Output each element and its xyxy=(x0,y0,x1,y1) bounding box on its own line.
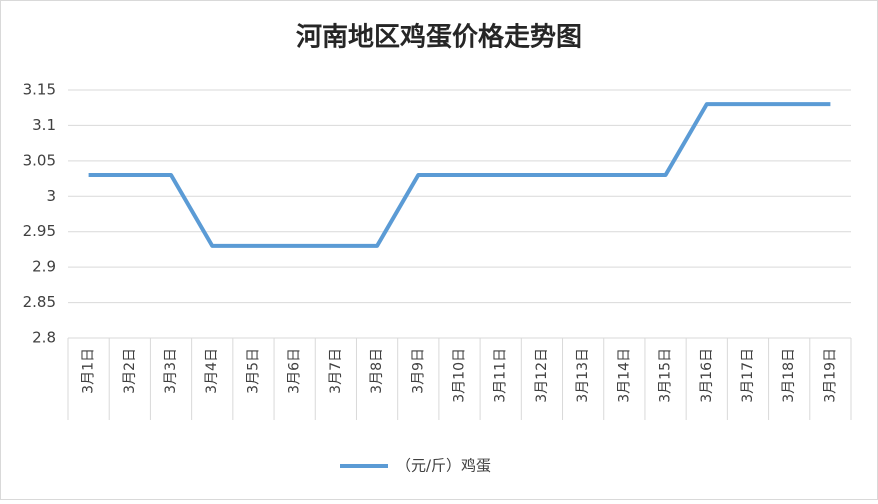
legend-label: （元/斤）鸡蛋 xyxy=(396,457,491,475)
x-tick-label: 3月9日 xyxy=(410,348,426,394)
y-tick-label: 2.9 xyxy=(32,258,56,276)
x-tick-label: 3月19日 xyxy=(822,348,838,403)
y-tick-label: 3.05 xyxy=(23,151,56,169)
x-tick-label: 3月7日 xyxy=(328,348,344,394)
x-tick-label: 3月2日 xyxy=(122,348,138,394)
y-tick-label: 3.1 xyxy=(32,116,56,134)
y-tick-label: 2.85 xyxy=(23,293,56,311)
y-tick-label: 3 xyxy=(46,187,56,205)
y-tick-label: 3.15 xyxy=(23,81,56,99)
x-tick-label: 3月14日 xyxy=(616,348,632,403)
x-tick-label: 3月10日 xyxy=(452,348,468,403)
x-tick-label: 3月1日 xyxy=(81,348,97,394)
x-tick-label: 3月11日 xyxy=(493,348,509,403)
x-tick-label: 3月12日 xyxy=(534,348,550,403)
data-line xyxy=(88,102,831,248)
y-tick-label: 2.8 xyxy=(32,329,56,347)
x-tick-label: 3月4日 xyxy=(204,348,220,394)
x-tick-label: 3月17日 xyxy=(740,348,756,403)
x-tick-label: 3月6日 xyxy=(287,348,303,394)
x-tick-label: 3月15日 xyxy=(658,348,674,403)
chart-title: 河南地区鸡蛋价格走势图 xyxy=(296,22,582,53)
x-tick-label: 3月8日 xyxy=(369,348,385,394)
y-tick-label: 2.95 xyxy=(23,222,56,240)
x-tick-label: 3月3日 xyxy=(163,348,179,394)
x-tick-label: 3月18日 xyxy=(781,348,797,403)
x-tick-label: 3月13日 xyxy=(575,348,591,403)
x-tick-label: 3月16日 xyxy=(699,348,715,403)
x-tick-label: 3月5日 xyxy=(245,348,261,394)
